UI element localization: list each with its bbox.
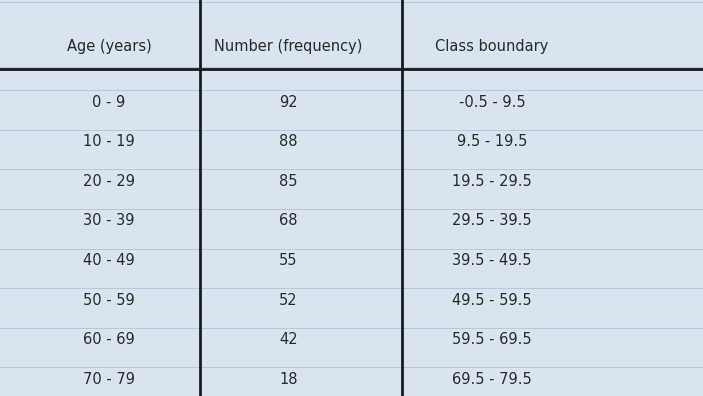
Text: 49.5 - 59.5: 49.5 - 59.5 (452, 293, 532, 308)
Text: Number (frequency): Number (frequency) (214, 39, 363, 54)
Text: 92: 92 (279, 95, 297, 110)
Text: Age (years): Age (years) (67, 39, 151, 54)
Text: 0 - 9: 0 - 9 (92, 95, 126, 110)
Text: 19.5 - 29.5: 19.5 - 29.5 (452, 174, 532, 189)
Text: 39.5 - 49.5: 39.5 - 49.5 (452, 253, 532, 268)
Text: 10 - 19: 10 - 19 (83, 134, 135, 149)
Text: 60 - 69: 60 - 69 (83, 332, 135, 347)
Text: 50 - 59: 50 - 59 (83, 293, 135, 308)
Text: 70 - 79: 70 - 79 (83, 372, 135, 387)
Text: 20 - 29: 20 - 29 (83, 174, 135, 189)
Text: 85: 85 (279, 174, 297, 189)
Text: 18: 18 (279, 372, 297, 387)
Text: 42: 42 (279, 332, 297, 347)
Text: Class boundary: Class boundary (435, 39, 549, 54)
Text: 30 - 39: 30 - 39 (83, 213, 135, 228)
Text: 40 - 49: 40 - 49 (83, 253, 135, 268)
Text: 29.5 - 39.5: 29.5 - 39.5 (452, 213, 532, 228)
Text: -0.5 - 9.5: -0.5 - 9.5 (459, 95, 525, 110)
Text: 9.5 - 19.5: 9.5 - 19.5 (457, 134, 527, 149)
Text: 52: 52 (279, 293, 297, 308)
Text: 88: 88 (279, 134, 297, 149)
Text: 59.5 - 69.5: 59.5 - 69.5 (452, 332, 532, 347)
Text: 69.5 - 79.5: 69.5 - 79.5 (452, 372, 532, 387)
Text: 68: 68 (279, 213, 297, 228)
Text: 55: 55 (279, 253, 297, 268)
